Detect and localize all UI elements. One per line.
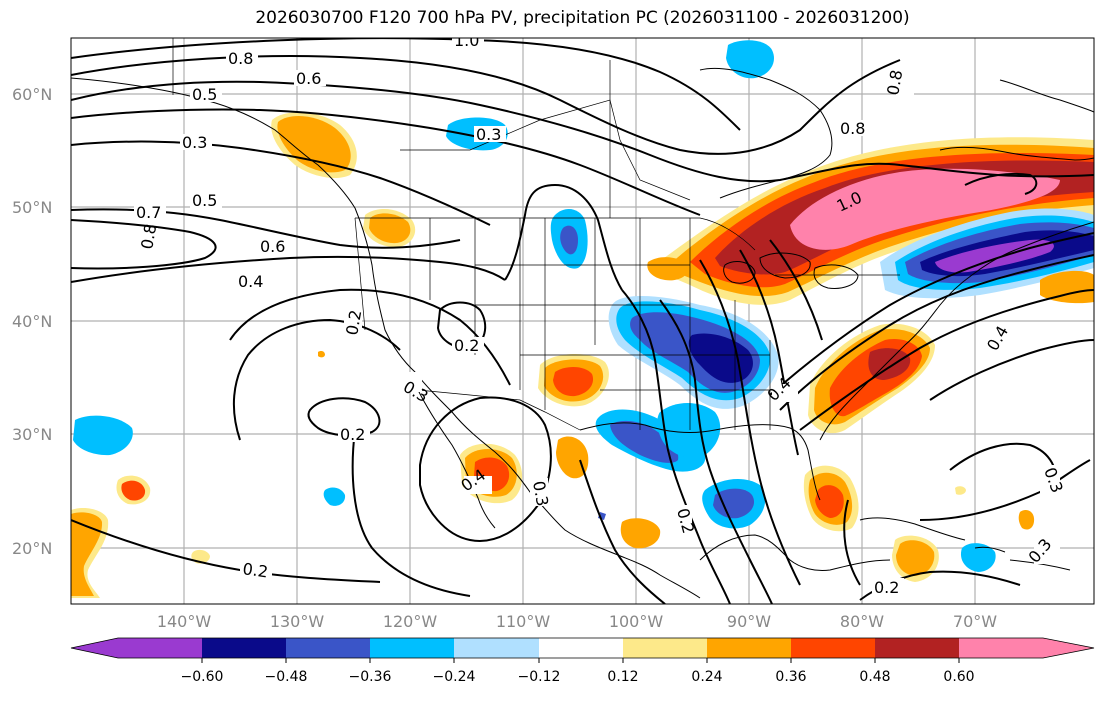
lon-label: 110°W	[496, 612, 551, 631]
map-title: 2026030700 F120 700 hPa PV, precipitatio…	[255, 8, 910, 28]
colorbar-segment	[118, 638, 202, 658]
contour-label: 0.6	[260, 237, 285, 256]
graticule	[71, 38, 1094, 604]
contour-label: 0.8	[137, 222, 160, 250]
lon-label: 130°W	[270, 612, 325, 631]
lon-label: 120°W	[383, 612, 438, 631]
precip-anomaly-central-negative	[595, 295, 779, 529]
colorbar-tick-label: 0.24	[691, 669, 722, 685]
colorbar-tick-label: 0.60	[943, 669, 974, 685]
colorbar: −0.60 −0.48 −0.36 −0.24 −0.12 0.12 0.24 …	[70, 637, 1095, 685]
contour-label: 0.5	[192, 85, 217, 104]
lat-label: 50°N	[12, 198, 52, 217]
latitude-labels: 60°N 50°N 40°N 30°N 20°N	[12, 85, 52, 558]
pv-contours	[71, 38, 1094, 604]
contour-label: 0.8	[840, 119, 865, 138]
contour-label: 0.3	[529, 479, 552, 507]
precip-anomaly-negative-spots	[73, 40, 996, 572]
lat-label: 60°N	[12, 85, 52, 104]
contour-label: 0.7	[136, 203, 161, 222]
contour-label: 0.2	[340, 425, 365, 444]
contour-label: 0.5	[192, 191, 217, 210]
colorbar-tick-label: 0.12	[607, 669, 638, 685]
contour-label: 1.0	[454, 31, 479, 50]
contour-label: 0.2	[241, 559, 269, 581]
lat-label: 30°N	[12, 425, 52, 444]
colorbar-extend-right	[1043, 638, 1094, 658]
lat-label: 20°N	[12, 539, 52, 558]
colorbar-segment	[623, 638, 707, 658]
map-frame	[70, 37, 1095, 605]
colorbar-segment	[454, 638, 539, 658]
lat-label: 40°N	[12, 312, 52, 331]
colorbar-segment	[286, 638, 370, 658]
precip-anomaly-positive-spots	[71, 112, 1094, 598]
colorbar-segment	[959, 638, 1043, 658]
colorbar-tick-label: 0.36	[775, 669, 806, 685]
colorbar-extend-left	[71, 638, 118, 658]
colorbar-outline	[70, 637, 1095, 659]
coastlines	[71, 67, 1094, 599]
contour-label: 0.2	[342, 308, 365, 336]
lon-label: 90°W	[727, 612, 771, 631]
colorbar-tick-label: −0.24	[433, 669, 476, 685]
colorbar-tick-label: −0.36	[349, 669, 392, 685]
lon-label: 80°W	[840, 612, 884, 631]
colorbar-segment	[370, 638, 454, 658]
contour-label: 0.8	[883, 68, 906, 96]
colorbar-segment	[875, 638, 959, 658]
contour-label: 0.3	[182, 133, 207, 152]
colorbar-tick-label: −0.48	[265, 669, 308, 685]
colorbar-tick-label: −0.12	[518, 669, 561, 685]
colorbar-segment	[202, 638, 286, 658]
colorbar-segment	[539, 638, 623, 658]
lon-label: 70°W	[953, 612, 997, 631]
contour-label: 0.4	[238, 272, 263, 291]
colorbar-segment	[707, 638, 791, 658]
contour-label: 0.8	[228, 49, 253, 68]
longitude-labels: 140°W 130°W 120°W 110°W 100°W 90°W 80°W …	[157, 612, 997, 631]
colorbar-segment	[791, 638, 875, 658]
contour-label: 0.6	[296, 69, 321, 88]
contour-label: 0.2	[874, 578, 899, 597]
colorbar-tick-label: −0.60	[181, 669, 224, 685]
lon-label: 100°W	[609, 612, 664, 631]
lon-label: 140°W	[157, 612, 212, 631]
colorbar-tick-label: 0.48	[859, 669, 890, 685]
contour-label: 0.2	[454, 336, 479, 355]
contour-label: 0.3	[476, 125, 501, 144]
